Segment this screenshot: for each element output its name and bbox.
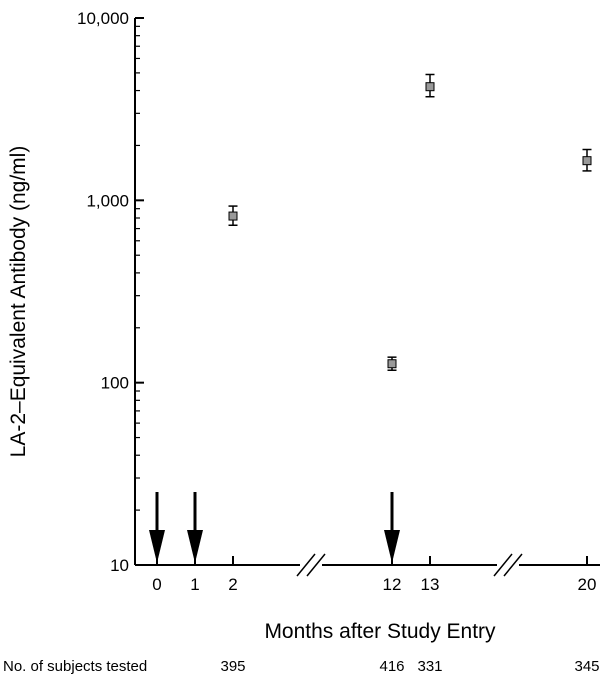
- marks: [149, 73, 592, 563]
- y-tick-label: 10: [110, 556, 129, 575]
- axis-break-mark: [493, 553, 513, 577]
- subjects-count: 345: [574, 658, 599, 675]
- data-point: [228, 211, 238, 221]
- subjects-count: 416: [379, 658, 404, 675]
- axis-break-mark: [503, 553, 523, 577]
- vaccination-arrow-head: [149, 530, 165, 563]
- x-tick-label: 13: [421, 575, 440, 594]
- y-axis-title: LA-2–Equivalent Antibody (ng/ml): [7, 146, 30, 458]
- x-tick-label: 1: [190, 575, 199, 594]
- axis-break-mark: [296, 553, 316, 577]
- data-point: [582, 156, 592, 166]
- x-tick-label: 12: [383, 575, 402, 594]
- axes: [134, 17, 600, 577]
- data-point: [387, 359, 397, 369]
- x-tick-label: 0: [152, 575, 161, 594]
- subjects-count: 395: [220, 658, 245, 675]
- y-tick-label: 1,000: [86, 191, 129, 210]
- x-axis-title: Months after Study Entry: [264, 620, 496, 643]
- x-tick-label: 2: [228, 575, 237, 594]
- y-tick-label: 10,000: [77, 9, 129, 28]
- vaccination-arrow-head: [187, 530, 203, 563]
- y-tick-label: 100: [101, 374, 129, 393]
- subjects-row-label: No. of subjects tested: [3, 658, 147, 675]
- vaccination-arrow-head: [384, 530, 400, 563]
- subjects-count: 331: [417, 658, 442, 675]
- axis-break-mark: [306, 553, 326, 577]
- x-tick-label: 20: [578, 575, 597, 594]
- data-point: [425, 82, 435, 92]
